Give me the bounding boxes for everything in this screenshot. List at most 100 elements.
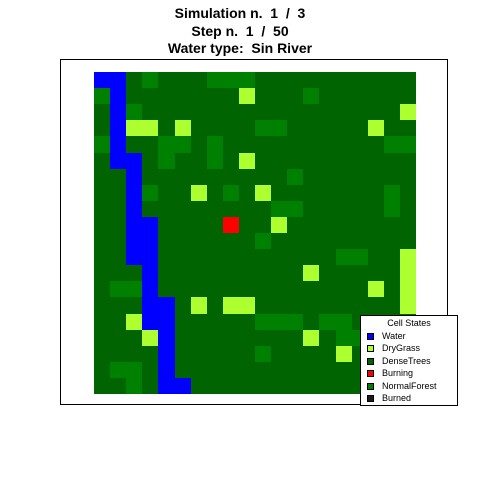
grid-cell-densetrees xyxy=(191,88,207,104)
grid-cell-densetrees xyxy=(400,169,416,185)
grid-cell-drygrass xyxy=(303,330,319,346)
grid-cell-densetrees xyxy=(239,120,255,136)
grid-cell-densetrees xyxy=(94,330,110,346)
grid-cell-densetrees xyxy=(336,233,352,249)
legend-swatch xyxy=(367,395,374,402)
grid-cell-normalforest xyxy=(384,185,400,201)
grid-cell-densetrees xyxy=(384,72,400,88)
grid-cell-densetrees xyxy=(319,297,336,314)
grid-cell-densetrees xyxy=(110,249,126,265)
legend-label: DryGrass xyxy=(382,343,420,354)
grid-cell-densetrees xyxy=(94,314,110,330)
grid-cell-densetrees xyxy=(158,249,175,265)
grid-cell-normalforest xyxy=(126,362,142,378)
legend-label: DenseTrees xyxy=(382,355,431,366)
grid-cell-densetrees xyxy=(207,217,223,233)
grid-cell-water xyxy=(126,249,142,265)
grid-cell-densetrees xyxy=(255,72,271,88)
grid-cell-densetrees xyxy=(255,281,271,297)
grid-cell-densetrees xyxy=(239,104,255,120)
grid-cell-water xyxy=(142,314,158,330)
grid-cell-densetrees xyxy=(271,153,287,169)
grid-cell-densetrees xyxy=(368,88,384,104)
grid-cell-densetrees xyxy=(319,88,336,104)
grid-cell-normalforest xyxy=(207,136,223,153)
grid-cell-densetrees xyxy=(158,104,175,120)
grid-cell-drygrass xyxy=(239,153,255,169)
grid-cell-densetrees xyxy=(207,201,223,217)
grid-cell-densetrees xyxy=(207,249,223,265)
grid-cell-densetrees xyxy=(368,153,384,169)
grid-cell-densetrees xyxy=(175,233,191,249)
grid-cell-densetrees xyxy=(207,265,223,281)
grid-cell-densetrees xyxy=(207,233,223,249)
legend-label: NormalForest xyxy=(382,380,437,391)
grid-cell-normalforest xyxy=(94,136,110,153)
grid-cell-densetrees xyxy=(110,330,126,346)
grid-cell-densetrees xyxy=(336,88,352,104)
grid-cell-densetrees xyxy=(126,297,142,314)
grid-cell-densetrees xyxy=(384,153,400,169)
grid-cell-densetrees xyxy=(271,136,287,153)
grid-cell-water xyxy=(158,330,175,346)
grid-cell-densetrees xyxy=(400,153,416,169)
grid-cell-densetrees xyxy=(175,201,191,217)
grid-cell-normalforest xyxy=(271,201,287,217)
grid-cell-water xyxy=(110,136,126,153)
grid-cell-densetrees xyxy=(255,201,271,217)
grid-cell-densetrees xyxy=(126,72,142,88)
grid-cell-densetrees xyxy=(191,104,207,120)
grid-cell-normalforest xyxy=(110,362,126,378)
grid-cell-densetrees xyxy=(384,297,400,314)
grid-cell-densetrees xyxy=(352,217,368,233)
grid-cell-normalforest xyxy=(223,72,239,88)
grid-cell-densetrees xyxy=(94,281,110,297)
grid-cell-densetrees xyxy=(223,314,239,330)
grid-cell-densetrees xyxy=(303,281,319,297)
grid-cell-densetrees xyxy=(352,201,368,217)
grid-cell-densetrees xyxy=(142,88,158,104)
grid-cell-water xyxy=(126,233,142,249)
grid-cell-drygrass xyxy=(239,88,255,104)
grid-cell-densetrees xyxy=(94,346,110,362)
grid-cell-water xyxy=(142,249,158,265)
grid-cell-densetrees xyxy=(336,136,352,153)
grid-cell-densetrees xyxy=(223,330,239,346)
grid-cell-densetrees xyxy=(271,378,287,394)
grid-cell-densetrees xyxy=(175,346,191,362)
grid-cell-densetrees xyxy=(191,217,207,233)
grid-cell-densetrees xyxy=(352,88,368,104)
grid-cell-densetrees xyxy=(191,136,207,153)
grid-cell-densetrees xyxy=(94,297,110,314)
grid-cell-drygrass xyxy=(400,265,416,281)
grid-cell-densetrees xyxy=(287,104,303,120)
grid-cell-densetrees xyxy=(207,185,223,201)
grid-cell-normalforest xyxy=(400,136,416,153)
grid-cell-densetrees xyxy=(158,233,175,249)
grid-cell-densetrees xyxy=(319,265,336,281)
grid-cell-densetrees xyxy=(239,330,255,346)
grid-cell-water xyxy=(126,217,142,233)
grid-cell-densetrees xyxy=(352,169,368,185)
grid-cell-densetrees xyxy=(223,120,239,136)
grid-cell-drygrass xyxy=(191,185,207,201)
grid-cell-densetrees xyxy=(368,185,384,201)
grid-cell-drygrass xyxy=(271,217,287,233)
grid-cell-densetrees xyxy=(303,169,319,185)
grid-cell-densetrees xyxy=(336,104,352,120)
grid-cell-densetrees xyxy=(142,201,158,217)
grid-cell-densetrees xyxy=(239,281,255,297)
grid-cell-densetrees xyxy=(303,120,319,136)
grid-cell-densetrees xyxy=(368,233,384,249)
grid-cell-densetrees xyxy=(384,249,400,265)
grid-cell-normalforest xyxy=(271,314,287,330)
grid-cell-densetrees xyxy=(287,185,303,201)
grid-cell-densetrees xyxy=(110,314,126,330)
grid-cell-densetrees xyxy=(126,136,142,153)
grid-cell-densetrees xyxy=(319,233,336,249)
grid-cell-normalforest xyxy=(223,185,239,201)
grid-cell-densetrees xyxy=(207,120,223,136)
grid-cell-densetrees xyxy=(158,72,175,88)
grid-cell-densetrees xyxy=(94,201,110,217)
grid-cell-densetrees xyxy=(94,265,110,281)
